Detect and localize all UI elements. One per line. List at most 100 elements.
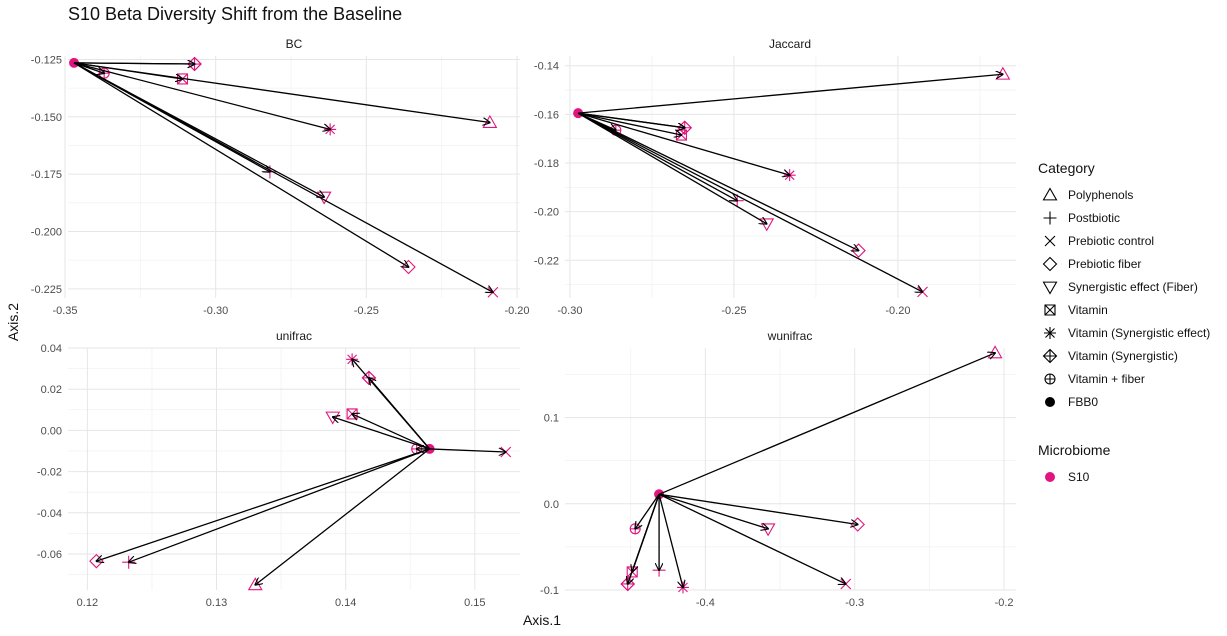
shift-arrow-vitamin xyxy=(577,112,681,135)
legend-label: Vitamin (Synergistic) xyxy=(1068,349,1178,363)
legend-label: Vitamin (Synergistic effect) xyxy=(1068,326,1210,340)
shift-arrow-vitamin-synergistic-effect xyxy=(658,494,683,587)
legend-key-dot xyxy=(1045,472,1055,482)
points-jaccard xyxy=(573,66,1011,298)
legend-category-title: Category xyxy=(1038,160,1095,176)
legend-label: Synergistic effect (Fiber) xyxy=(1068,280,1198,294)
x-tick-label: 0.15 xyxy=(464,597,485,609)
y-tick-label: -0.06 xyxy=(37,549,62,561)
legend-item-vitamin-fiber: Vitamin + fiber xyxy=(1044,372,1145,386)
legend: Category Polyphenols Postbiotic Prebiotic … xyxy=(1038,160,1210,484)
y-tick-label: -0.200 xyxy=(31,226,62,238)
chart-title: S10 Beta Diversity Shift from the Baseli… xyxy=(68,4,402,24)
point-polyphenols xyxy=(995,66,1011,80)
legend-label: Vitamin xyxy=(1068,303,1108,317)
shift-arrow-prebiotic-fiber xyxy=(96,448,430,561)
shift-arrow-polyphenols xyxy=(658,353,995,495)
y-tick-label: -0.18 xyxy=(534,158,559,170)
legend-key-diamond-plus xyxy=(1042,348,1058,364)
shift-arrow-polyphenols xyxy=(255,448,430,585)
legend-item-fbb0: FBB0 xyxy=(1045,395,1098,409)
shift-arrow-vitamin-synergistic xyxy=(578,112,685,128)
legend-label: Vitamin + fiber xyxy=(1068,372,1145,386)
y-tick-label: -0.04 xyxy=(37,508,62,520)
panel-wunifrac: wunifrac -0.4 -0.3 -0.2 0.1 0.0 -0.1 xyxy=(540,329,1016,609)
shift-arrow-vitamin-fiber xyxy=(577,112,616,130)
legend-item-vitamin-synergistic: Vitamin (Synergistic) xyxy=(1042,348,1178,364)
panel-jaccard: Jaccard -0.30 -0.25 -0.20 -0.14 -0.16 -0.18 -0.… xyxy=(534,37,1016,317)
x-tick-label: -0.20 xyxy=(504,305,529,317)
shift-arrow-postbiotic xyxy=(577,112,737,201)
x-axis-title: Axis.1 xyxy=(523,612,561,628)
legend-label: FBB0 xyxy=(1068,395,1098,409)
point-polyphenols xyxy=(987,345,1003,359)
legend-key-diamond xyxy=(1042,256,1058,272)
shift-arrow-synergistic-effect-fiber xyxy=(73,62,324,197)
x-tick-label: -0.20 xyxy=(885,305,910,317)
legend-key-square-cross xyxy=(1044,304,1056,316)
y-axis-title: Axis.2 xyxy=(5,303,21,341)
shift-arrow-prebiotic-control xyxy=(429,449,506,452)
shift-arrow-synergistic-effect-fiber xyxy=(577,112,767,224)
shift-arrow-vitamin-synergistic-effect xyxy=(73,62,330,130)
strip-label-bc: BC xyxy=(286,37,303,51)
legend-key-cross xyxy=(1044,235,1056,247)
legend-microbiome-items: S10 xyxy=(1045,470,1090,484)
y-tick-label: -0.02 xyxy=(37,467,62,479)
x-tick-label: -0.25 xyxy=(721,305,746,317)
y-tick-label: 0.00 xyxy=(41,425,62,437)
y-tick-label: -0.225 xyxy=(31,284,62,296)
y-tick-label: -0.175 xyxy=(31,169,62,181)
strip-label-jaccard: Jaccard xyxy=(769,37,811,51)
legend-item-vitamin: Vitamin xyxy=(1044,303,1108,317)
facet-panels: BC -0.35 -0.30 -0.25 -0.20 -0.125 -0.150 -0.175… xyxy=(31,37,1016,609)
legend-label: S10 xyxy=(1068,470,1090,484)
strip-label-unifrac: unifrac xyxy=(276,329,312,343)
legend-key-asterisk xyxy=(1044,327,1056,339)
y-tick-label: -0.125 xyxy=(31,54,62,66)
legend-item-vitamin-synergistic-effect: Vitamin (Synergistic effect) xyxy=(1044,326,1210,340)
shift-arrow-prebiotic-control xyxy=(658,493,846,584)
shift-arrow-postbiotic xyxy=(129,448,430,562)
legend-item-polyphenols: Polyphenols xyxy=(1042,187,1133,202)
shift-arrow-synergistic-effect-fiber xyxy=(333,417,430,450)
shift-arrow-prebiotic-fiber xyxy=(658,493,858,524)
y-tick-label: 0.0 xyxy=(544,499,559,511)
x-tick-label: -0.25 xyxy=(354,305,379,317)
arrows-wunifrac xyxy=(628,353,995,587)
shift-arrow-vitamin xyxy=(73,62,182,79)
arrows-jaccard xyxy=(577,74,1003,292)
x-tick-label: 0.14 xyxy=(335,597,356,609)
y-tick-label: -0.14 xyxy=(534,61,559,73)
legend-key-triangle-up xyxy=(1042,187,1058,201)
strip-label-wunifrac: wunifrac xyxy=(767,329,813,343)
x-tick-label: -0.30 xyxy=(203,305,228,317)
shift-arrow-polyphenols xyxy=(578,74,1003,114)
legend-item-prebiotic-control: Prebiotic control xyxy=(1044,234,1154,248)
y-tick-label: -0.20 xyxy=(534,207,559,219)
shift-arrow-vitamin-synergistic xyxy=(628,494,660,584)
x-tick-label: 0.13 xyxy=(206,597,227,609)
legend-item-s10: S10 xyxy=(1045,470,1090,484)
shift-arrow-vitamin-synergistic xyxy=(369,378,431,450)
y-tick-label: 0.02 xyxy=(41,384,62,396)
y-tick-label: -0.1 xyxy=(540,585,559,597)
shift-arrow-vitamin-fiber xyxy=(635,493,660,528)
x-tick-label: -0.2 xyxy=(995,597,1014,609)
x-tick-label: -0.3 xyxy=(845,597,864,609)
y-tick-label: -0.16 xyxy=(534,109,559,121)
shift-arrow-prebiotic-control xyxy=(73,62,493,292)
shift-arrow-vitamin xyxy=(352,414,430,450)
shift-arrow-prebiotic-control xyxy=(577,112,922,292)
legend-item-postbiotic: Postbiotic xyxy=(1043,211,1120,225)
point-synergistic-effect-fiber xyxy=(325,411,341,425)
x-tick-label: -0.4 xyxy=(696,597,715,609)
shift-arrow-synergistic-effect-fiber xyxy=(658,493,768,528)
arrows-bc xyxy=(73,62,493,292)
point-synergistic-effect-fiber xyxy=(760,523,776,537)
legend-key-circle-plus xyxy=(1044,373,1056,385)
y-tick-label: -0.22 xyxy=(534,255,559,267)
shift-arrow-vitamin-synergistic-effect xyxy=(577,112,790,175)
legend-label: Prebiotic fiber xyxy=(1068,257,1141,271)
